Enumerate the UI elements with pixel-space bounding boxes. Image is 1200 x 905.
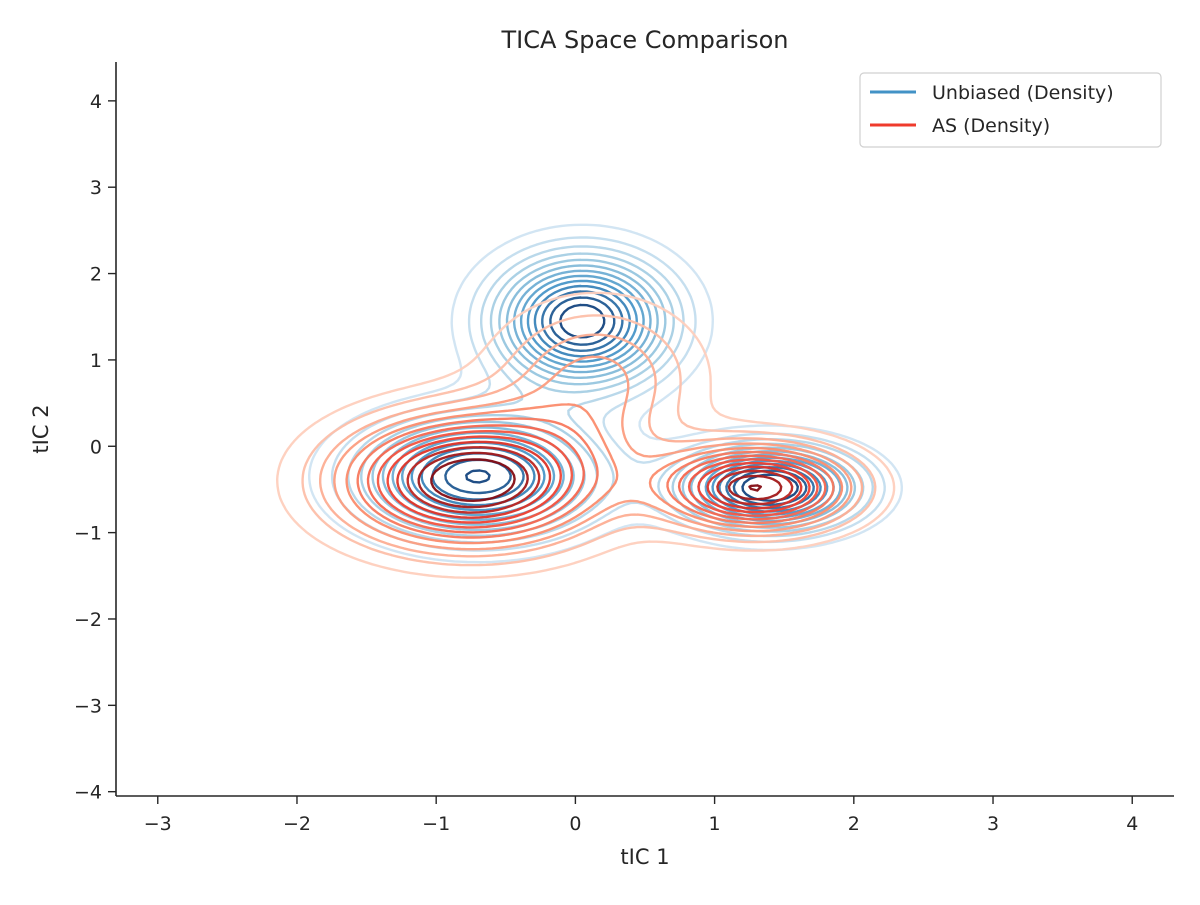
- y-tick-label: 0: [90, 436, 102, 458]
- axes: [115, 62, 1174, 797]
- contour-line: [396, 440, 803, 519]
- contour-line: [410, 279, 829, 516]
- y-tick-label: −2: [74, 609, 102, 631]
- contour-line: [406, 446, 794, 514]
- legend-label-unbiased: Unbiased (Density): [932, 82, 1114, 104]
- contour-line: [345, 403, 844, 545]
- y-axis-label: tIC 2: [29, 404, 53, 453]
- x-tick-label: −1: [422, 813, 450, 835]
- y-tick-label: 3: [90, 177, 102, 199]
- x-tick-label: 2: [848, 813, 860, 835]
- x-tick-label: 0: [569, 813, 581, 835]
- y-tick-label: −3: [74, 695, 102, 717]
- contour-line: [356, 417, 835, 539]
- contour-line: [347, 245, 874, 544]
- contour-line: [376, 430, 819, 529]
- y-tick-label: −1: [74, 523, 102, 545]
- contour-line: [371, 258, 857, 532]
- x-axis-label: tIC 1: [620, 845, 669, 869]
- contour-line: [319, 333, 864, 558]
- y-tick-label: 4: [90, 91, 102, 113]
- contour-line: [301, 314, 877, 567]
- x-tick-label: −2: [283, 813, 311, 835]
- y-tick-label: −4: [74, 782, 102, 804]
- legend-frame: [859, 72, 1162, 148]
- contour-line: [333, 355, 853, 551]
- x-tick-label: 4: [1126, 813, 1138, 835]
- y-ticks: −4 −3 −2 −1 0 1 2 3 4: [74, 91, 116, 804]
- x-ticks: −3 −2 −1 0 1 2 3 4: [144, 796, 1138, 835]
- x-tick-label: 3: [987, 813, 999, 835]
- chart-title: TICA Space Comparison: [500, 26, 788, 54]
- legend: Unbiased (Density) AS (Density): [859, 72, 1162, 148]
- y-tick-label: 1: [90, 350, 102, 372]
- contour-line: [386, 435, 811, 524]
- y-tick-label: 2: [90, 264, 102, 286]
- contour-line: [430, 458, 762, 502]
- x-tick-label: −3: [144, 813, 172, 835]
- contour-line: [366, 424, 827, 534]
- legend-label-as: AS (Density): [932, 115, 1050, 137]
- contour-line: [276, 291, 896, 579]
- contour-line: [417, 451, 783, 509]
- as-density-contours: [276, 291, 896, 579]
- x-tick-label: 1: [709, 813, 721, 835]
